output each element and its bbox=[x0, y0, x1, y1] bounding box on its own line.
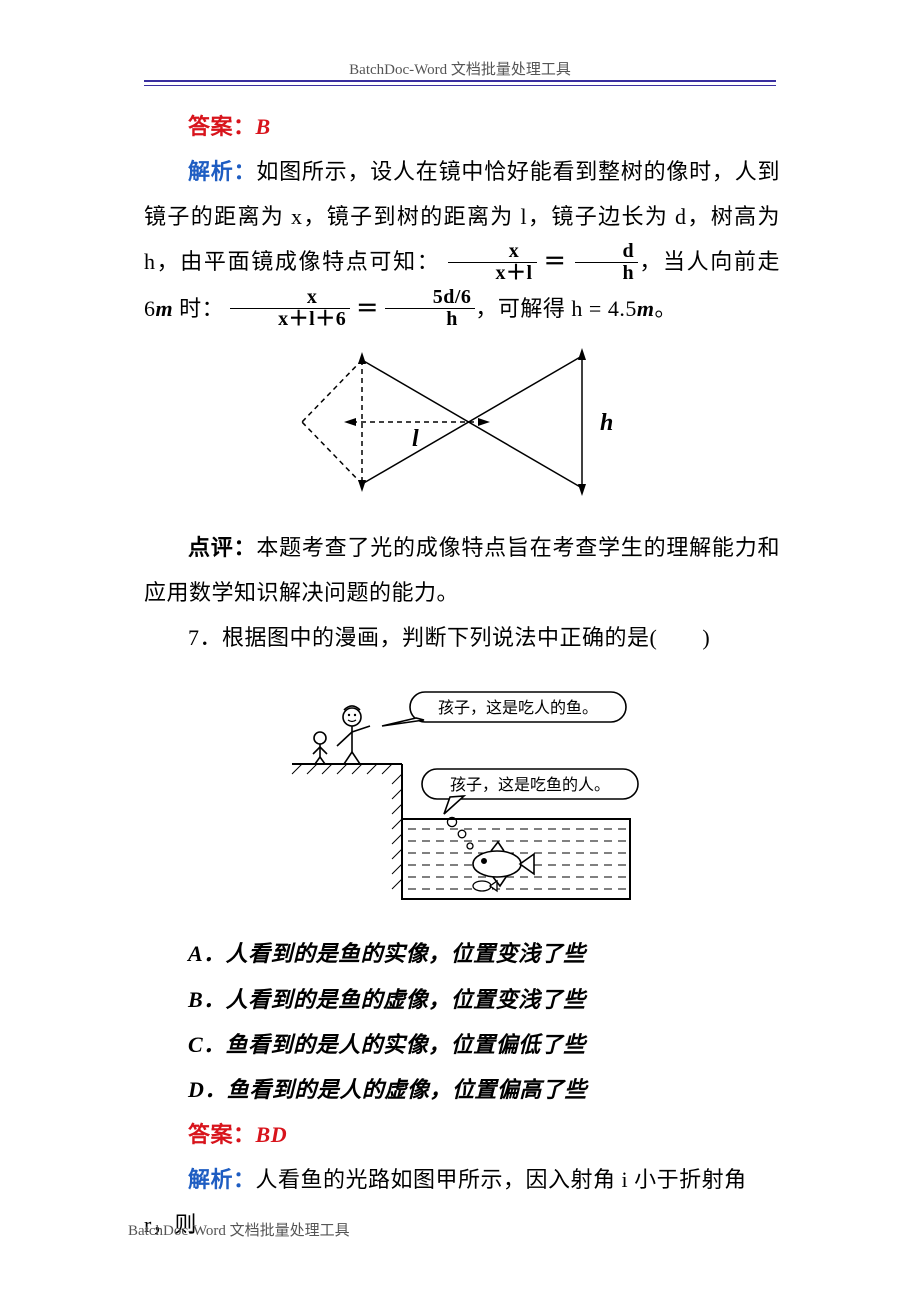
analysis-1-text-c: ，可解得 h = 4.5 bbox=[475, 296, 636, 321]
frac-3-num: x bbox=[230, 287, 350, 309]
content: 答案：B 解析：如图所示，设人在镜中恰好能看到整树的像时，人到镜子的距离为 x，… bbox=[144, 104, 780, 1247]
answer-1: 答案：B bbox=[144, 104, 780, 149]
mirror-diagram-svg: l h bbox=[282, 342, 642, 502]
cartoon-svg: 孩子，这是吃人的鱼。 孩子，这是吃鱼的人。 bbox=[282, 674, 642, 904]
page-header: BatchDoc-Word 文档批量处理工具 bbox=[0, 58, 920, 79]
page: BatchDoc-Word 文档批量处理工具 答案：B 解析：如图所示，设人在镜… bbox=[0, 0, 920, 1302]
answer-2-label: 答案： bbox=[188, 1122, 256, 1147]
answer-2: 答案：BD bbox=[144, 1112, 780, 1157]
frac-1: x x＋l bbox=[448, 241, 537, 284]
frac-4: 5d/6 h bbox=[385, 287, 476, 330]
header-rule bbox=[144, 80, 776, 86]
q7-stem: 7．根据图中的漫画，判断下列说法中正确的是( ) bbox=[144, 615, 780, 660]
bubble-1-text: 孩子，这是吃人的鱼。 bbox=[438, 699, 598, 717]
frac-2-num: d bbox=[575, 241, 639, 263]
answer-2-value: BD bbox=[256, 1122, 288, 1147]
q7-option-a-text: A．人看到的是鱼的实像，位置变浅了些 bbox=[188, 941, 586, 966]
diagram-label-h: h bbox=[600, 410, 613, 436]
eq-2: ＝ bbox=[356, 296, 379, 321]
analysis-1: 解析：如图所示，设人在镜中恰好能看到整树的像时，人到镜子的距离为 x，镜子到树的… bbox=[144, 149, 780, 332]
q7-option-b: B．人看到的是鱼的虚像，位置变浅了些 bbox=[144, 977, 780, 1022]
analysis-1-text-b2: 时： bbox=[173, 296, 224, 321]
frac-1-num: x bbox=[448, 241, 537, 263]
frac-2: d h bbox=[575, 241, 639, 284]
q7-option-c: C．鱼看到的是人的实像，位置偏低了些 bbox=[144, 1022, 780, 1067]
answer-1-value: B bbox=[256, 114, 271, 139]
eq-1: ＝ bbox=[544, 249, 568, 274]
analysis-1-label: 解析： bbox=[188, 159, 256, 184]
m-2: m bbox=[637, 296, 655, 321]
page-footer: BatchDoc-Word 文档批量处理工具 bbox=[128, 1219, 350, 1240]
frac-3-den: x＋l＋6 bbox=[230, 309, 350, 330]
q7-option-a: A．人看到的是鱼的实像，位置变浅了些 bbox=[144, 931, 780, 976]
cartoon: 孩子，这是吃人的鱼。 孩子，这是吃鱼的人。 bbox=[144, 674, 780, 909]
q7-option-d: D．鱼看到的是人的虚像，位置偏高了些 bbox=[144, 1067, 780, 1112]
diagram-label-l: l bbox=[412, 426, 419, 452]
q7-option-d-text: D．鱼看到的是人的虚像，位置偏高了些 bbox=[188, 1077, 587, 1102]
analysis-2-label: 解析： bbox=[188, 1167, 256, 1192]
frac-1-den: x＋l bbox=[448, 263, 537, 284]
comment-1-label: 点评： bbox=[188, 535, 256, 560]
frac-4-den: h bbox=[385, 309, 476, 330]
analysis-1-text-d: 。 bbox=[654, 296, 677, 321]
frac-3: x x＋l＋6 bbox=[230, 287, 350, 330]
q7-option-b-text: B．人看到的是鱼的虚像，位置变浅了些 bbox=[188, 987, 586, 1012]
frac-4-num: 5d/6 bbox=[385, 287, 476, 309]
bubble-2-text: 孩子，这是吃鱼的人。 bbox=[450, 776, 610, 794]
diagram-1: l h bbox=[144, 342, 780, 507]
comment-1: 点评：本题考查了光的成像特点旨在考查学生的理解能力和应用数学知识解决问题的能力。 bbox=[144, 525, 780, 615]
q7-option-c-text: C．鱼看到的是人的实像，位置偏低了些 bbox=[188, 1032, 586, 1057]
answer-1-label: 答案： bbox=[188, 114, 256, 139]
frac-2-den: h bbox=[575, 263, 639, 284]
m-1: m bbox=[156, 296, 174, 321]
